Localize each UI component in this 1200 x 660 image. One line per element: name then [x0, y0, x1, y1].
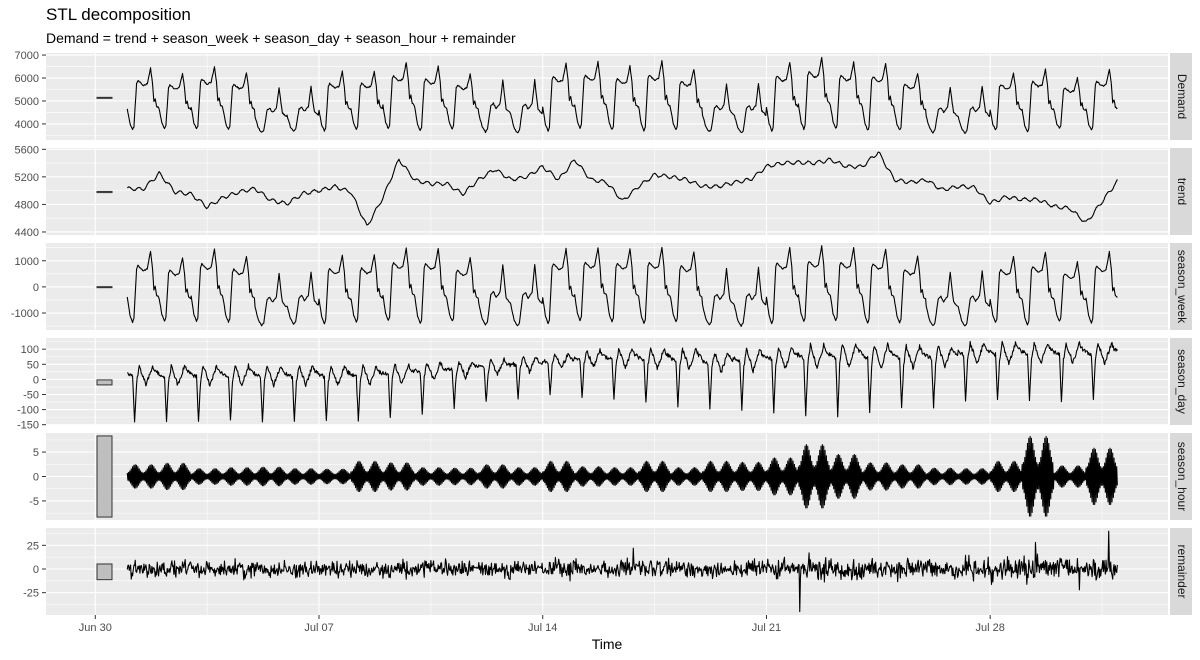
strip-label: remainder [1175, 544, 1189, 598]
panel-remainder: -25 0 25 remainder [23, 528, 1192, 615]
x-tick-label: Jul 07 [304, 622, 333, 634]
scale-bar [96, 286, 113, 289]
strip-label: trend [1175, 178, 1189, 205]
scale-bar [96, 190, 113, 194]
scale-bar [96, 96, 113, 99]
x-axis-label: Time [592, 636, 623, 652]
scale-bar [96, 435, 113, 518]
y-tick-label: 6000 [15, 73, 39, 85]
x-tick-label: Jun 30 [79, 622, 112, 634]
y-tick-label: 4800 [15, 199, 39, 211]
series-line-season-day [127, 340, 1118, 423]
y-tick-label: 4000 [15, 119, 39, 131]
y-tick-label: 0 [33, 374, 39, 386]
panel-background [46, 53, 1168, 140]
panel-season-day: -150 -100 -50 0 50 100 season_day [17, 338, 1192, 432]
panel-background [46, 148, 1168, 235]
y-tick-label: 25 [27, 540, 39, 552]
strip-label: Demand [1175, 74, 1189, 119]
strip-background [1170, 53, 1192, 140]
y-tick-label: 5600 [15, 144, 39, 156]
y-tick-label: -1000 [11, 308, 39, 320]
scale-bar [96, 379, 113, 386]
panel-trend: 4400 4800 5200 5600 trend [15, 144, 1192, 239]
y-tick-label: 5200 [15, 172, 39, 184]
y-tick-label: 0 [33, 282, 39, 294]
x-axis: Jun 30 Jul 07 Jul 14 Jul 21 Jul 28 [79, 615, 1005, 634]
x-tick-label: Jul 28 [976, 622, 1005, 634]
panel-background [46, 338, 1168, 425]
y-tick-label: -150 [17, 420, 39, 432]
chart-title: STL decomposition [46, 5, 191, 24]
y-tick-label: -5 [29, 496, 39, 508]
series-line-season-week [126, 245, 1118, 327]
y-tick-label: 5 [33, 447, 39, 459]
chart-subtitle: Demand = trend + season_week + season_da… [46, 30, 516, 46]
strip-background [1170, 338, 1192, 425]
strip-background [1170, 433, 1192, 520]
y-tick-label: 4400 [15, 227, 39, 239]
y-tick-label: 0 [33, 472, 39, 484]
panel-demand: 4000 5000 6000 7000 Demand [15, 50, 1192, 140]
y-tick-label: 0 [33, 564, 39, 576]
series-line-demand [126, 56, 1118, 134]
facet-panels: 4000500060007000Demand4400480052005600tr… [11, 50, 1192, 615]
strip-background [1170, 148, 1192, 235]
series-line-season-hour [126, 435, 1118, 517]
y-tick-label: 100 [21, 344, 39, 356]
y-tick-label: 1000 [15, 256, 39, 268]
y-tick-label: 50 [27, 359, 39, 371]
y-tick-label: -25 [23, 588, 39, 600]
series-line-trend [127, 151, 1118, 226]
strip-background [1170, 528, 1192, 615]
panel-season-hour: -5 0 5 season_hour [29, 433, 1192, 520]
x-tick-label: Jul 21 [752, 622, 781, 634]
x-tick-label: Jul 14 [528, 622, 557, 634]
strip-background [1170, 243, 1192, 330]
y-tick-label: -50 [23, 389, 39, 401]
strip-label: season_day [1175, 349, 1189, 414]
panel-season-week: -1000 0 1000 season_week [11, 243, 1192, 330]
scale-bar [96, 563, 113, 581]
y-tick-label: 7000 [15, 50, 39, 62]
strip-label: season_hour [1175, 442, 1189, 511]
y-tick-label: -100 [17, 405, 39, 417]
strip-label: season_week [1175, 250, 1189, 324]
y-tick-label: 5000 [15, 96, 39, 108]
series-line-remainder [126, 530, 1118, 613]
